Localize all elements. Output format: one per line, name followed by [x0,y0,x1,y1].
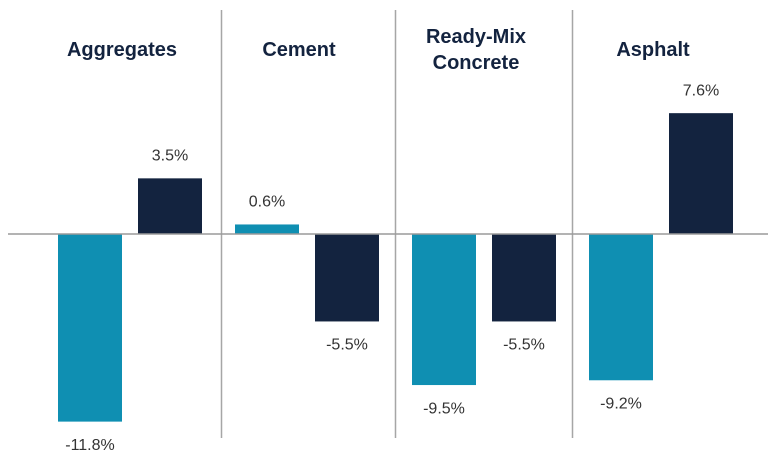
bar [669,113,733,234]
bar [492,234,556,322]
bar [589,234,653,381]
value-label: -9.2% [600,395,642,412]
bar [235,224,299,234]
value-label: 3.5% [152,148,188,165]
bar [412,234,476,386]
category-label: Aggregates [66,39,178,61]
value-label: -5.5% [503,337,545,354]
value-label: -11.8% [65,437,115,454]
value-label: -5.5% [326,337,368,354]
value-label: -9.5% [423,400,465,417]
category-label: Ready-Mix Concrete [425,26,527,74]
category-label: Cement [262,39,336,61]
bar [58,234,122,422]
value-label: 7.6% [683,82,719,99]
value-label: 0.6% [249,194,285,211]
bar [138,178,202,234]
category-label: Asphalt [616,39,690,61]
bar [315,234,379,322]
